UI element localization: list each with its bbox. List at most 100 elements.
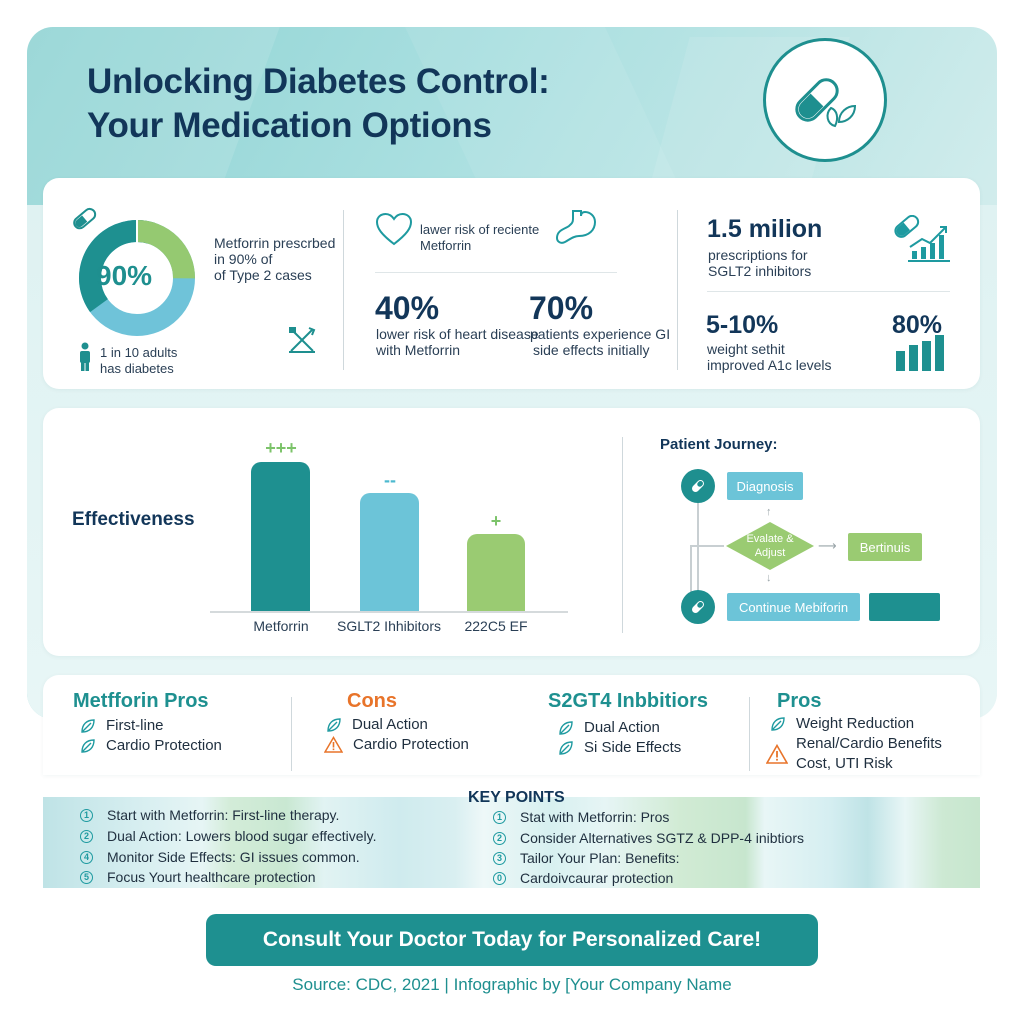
key-points-title: KEY POINTS [468,789,565,806]
weight-value: 5-10% [706,311,779,339]
col1-item: Cardio Protection [80,737,222,754]
key-point-left: 5 Focus Yourt healthcare protection [80,869,316,885]
donut-chart [79,219,195,336]
gi-pct-line-2: side effects initially [533,342,650,358]
bar-label: SGLT2 Ihhibitors [336,618,441,634]
number-badge: 1 [493,810,506,824]
donut-center-value: 90% [96,260,153,291]
adults-line-2: has diabetes [100,361,174,376]
weight-caption: weight sethit improved A1c levels [707,341,832,373]
bar-label: Metforrin [253,618,309,634]
pill-leaf-logo [763,38,887,162]
item-label: First-line [106,717,164,734]
bar-chart-icon [896,335,944,371]
item-label: Renal/Cardio Benefits [796,735,942,752]
leaf-icon [81,718,95,733]
metformin-caption: Metforrin prescrbed in 90% of of Type 2 … [214,235,335,283]
key-point-text: Start with Metforrin: First-line therapy… [107,807,340,823]
warning-icon [765,743,789,764]
pill-icon [692,601,704,613]
heart-pct-line-1: lower risk of heart disease [376,326,539,342]
arrow-up-icon: ↑ [766,506,772,518]
key-point-right: 0 Cardoivcaurar protection [493,870,673,886]
key-point-text: Focus Yourt healthcare protection [107,869,316,885]
number-badge: 3 [493,851,506,865]
key-point-left: 4 Monitor Side Effects: GI issues common… [80,849,360,865]
pill-icon [692,480,704,492]
number-badge: 2 [493,831,506,845]
weight-line-1: weight sethit [707,341,785,357]
leaf-icon [559,720,573,735]
prescriptions-line-1: prescriptions for [708,247,808,263]
col1-item: First-line [80,717,164,734]
col3-item: Si Side Effects [558,739,681,756]
divider [291,697,292,771]
evaluate-line-1: Evalate & [746,533,794,545]
bar-marker: + [490,511,502,531]
pill-growth-chart-icon [894,215,950,262]
key-point-text: Tailor Your Plan: Benefits: [520,850,680,866]
pill-icon [73,207,97,230]
heart-icon [375,212,413,246]
heart-caption-line-1: lawer risk of reciente [420,222,540,237]
key-point-right: 3 Tailor Your Plan: Benefits: [493,850,680,866]
heart-caption: lawer risk of reciente Metforrin [420,222,539,254]
pros-cons-card [43,675,980,775]
caption-line: of Type 2 cases [214,267,312,283]
journey-title: Patient Journey: [660,436,778,453]
key-point-right: 1 Stat with Metforrin: Pros [493,809,669,825]
pill-leaf-icon [795,78,857,128]
journey-evaluate-label: Evalate & Adjust [724,532,816,560]
journey-diagnosis: Diagnosis [727,472,803,500]
col2-title: Cons [347,690,397,712]
chart-baseline [210,611,568,613]
bar-sglt2 [360,493,419,612]
heart-pct-caption: lower risk of heart disease with Metforr… [376,326,539,358]
item-label: Dual Action [352,716,428,733]
evaluate-line-2: Adjust [754,547,786,559]
consult-doctor-button[interactable]: Consult Your Doctor Today for Personaliz… [206,914,818,966]
key-point-text: Monitor Side Effects: GI issues common. [107,849,360,865]
item-label: Weight Reduction [796,715,915,732]
source-footer: Source: CDC, 2021 | Infographic by [Your… [292,975,732,994]
col4-item: Cost, UTI Risk [796,755,893,772]
journey-branch: Bertinuis [848,533,922,561]
bar-marker: +++ [265,438,297,458]
adults-stat: 1 in 10 adults has diabetes [100,345,177,377]
journey-step-icon [681,469,715,503]
journey-end-block [869,593,940,621]
leaf-icon [81,738,95,753]
caption-line: in 90% of [214,251,273,267]
col4-item: Weight Reduction [770,715,914,732]
weight-line-2: improved A1c levels [707,357,832,373]
stomach-icon [555,210,597,244]
number-badge: 4 [80,850,93,864]
prescriptions-value: 1.5 milion [707,215,823,243]
col2-item: Dual Action [326,716,428,733]
arrow-down-icon: ↓ [766,572,772,584]
crossed-arrows-icon [289,327,316,353]
journey-connector [690,545,692,595]
bar-third [467,534,525,612]
gi-pct-line-1: patients experience GI [530,326,671,342]
number-badge: 2 [80,829,93,843]
heart-caption-line-2: Metforrin [420,238,472,253]
page-title: Unlocking Diabetes Control: Your Medicat… [87,60,550,148]
bar-label: 222C5 EF [464,618,528,634]
leaf-icon [559,740,573,755]
item-label: Dual Action [584,719,660,736]
leaf-icon [327,717,341,732]
col3-item: Dual Action [558,719,660,736]
bar-metformin [251,462,310,612]
number-badge: 1 [80,808,93,822]
col3-title: S2GT4 Inbbitiors [548,690,709,712]
stats-card [43,178,980,389]
bar-marker: -- [384,470,396,490]
divider [622,437,623,633]
divider [707,291,950,292]
key-point-left: 2 Dual Action: Lowers blood sugar effect… [80,828,377,844]
item-label: Cardio Protection [353,736,469,753]
chart-title: Effectiveness [72,509,195,530]
col2-item: Cardio Protection [324,736,469,753]
number-badge: 0 [493,871,506,885]
